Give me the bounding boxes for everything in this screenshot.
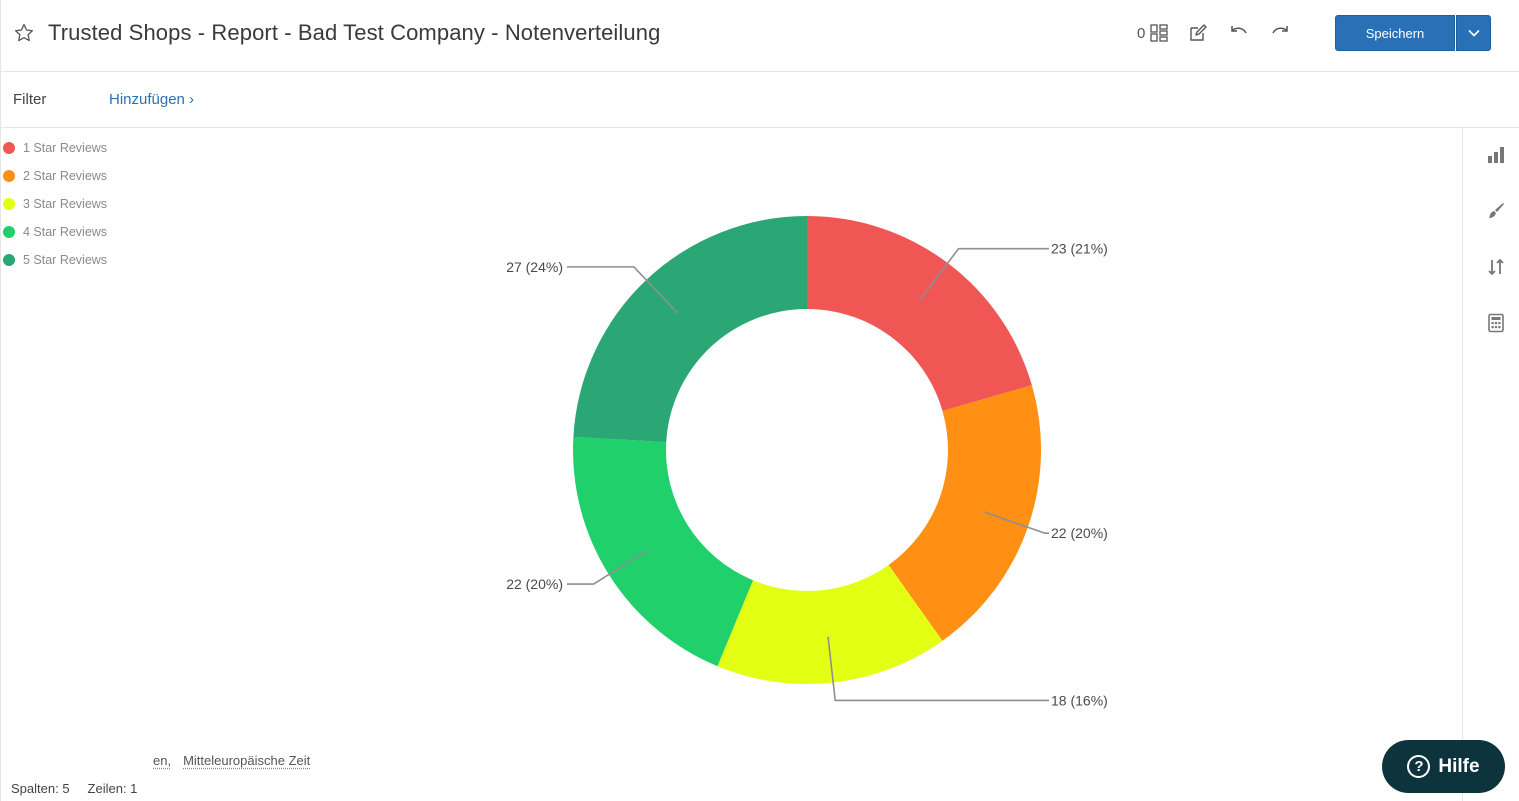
data-label-1-star: 23 (21%) — [1051, 241, 1108, 257]
donut-slice-2-star[interactable] — [888, 385, 1041, 641]
legend-item-1-star[interactable]: 1 Star Reviews — [3, 134, 107, 162]
paintbrush-icon — [1489, 203, 1504, 218]
save-button[interactable]: Speichern — [1335, 15, 1455, 51]
data-label-4-star: 22 (20%) — [506, 576, 563, 592]
help-question-icon: ? — [1407, 755, 1431, 778]
sort-button[interactable] — [1483, 254, 1509, 280]
donut-slice-3-star[interactable] — [717, 564, 943, 684]
legend-item-3-star[interactable]: 3 Star Reviews — [3, 190, 107, 218]
legend-label-1-star: 1 Star Reviews — [23, 141, 108, 155]
help-button[interactable]: ? Hilfe — [1382, 740, 1505, 793]
legend-label-5-star: 5 Star Reviews — [23, 253, 108, 267]
star-favorite-icon[interactable] — [13, 22, 35, 44]
timezone-info: en, Mitteleuropäische Zeit — [153, 753, 310, 768]
report-title: Trusted Shops - Report - Bad Test Compan… — [48, 20, 661, 45]
donut-slice-4-star[interactable] — [572, 436, 754, 667]
legend-dot-3-star — [3, 198, 15, 210]
locale-truncated-link[interactable]: en, — [153, 753, 172, 768]
chart-type-button[interactable] — [1483, 142, 1509, 168]
right-toolbar — [1462, 128, 1519, 801]
legend-item-5-star[interactable]: 5 Star Reviews — [3, 246, 107, 274]
leader-line-1-star — [919, 247, 1049, 301]
add-filter-link[interactable]: Hinzufügen › — [109, 91, 195, 108]
calculator-icon — [1488, 313, 1504, 333]
calculator-button[interactable] — [1483, 310, 1509, 336]
filter-bar: Filter Hinzufügen › — [1, 72, 1519, 128]
legend-label-4-star: 4 Star Reviews — [23, 225, 108, 239]
chart-legend: 1 Star Reviews 2 Star Reviews 3 Star Rev… — [3, 134, 107, 274]
timezone-link[interactable]: Mitteleuropäische Zeit — [183, 753, 311, 768]
legend-dot-4-star — [3, 226, 15, 238]
leader-line-4-star — [567, 549, 649, 585]
legend-dot-2-star — [3, 170, 15, 182]
chevron-down-icon — [1467, 29, 1480, 37]
leader-line-5-star — [567, 266, 679, 314]
save-options-dropdown[interactable] — [1456, 15, 1491, 51]
legend-dot-5-star — [3, 254, 15, 266]
leader-line-3-star — [827, 636, 1049, 702]
donut-slice-1-star[interactable] — [807, 216, 1032, 411]
redo-icon — [1272, 26, 1288, 34]
help-label: Hilfe — [1438, 755, 1480, 777]
edit-button[interactable] — [1185, 20, 1211, 46]
bar-chart-icon — [1488, 147, 1504, 163]
legend-dot-1-star — [3, 142, 15, 154]
edit-pencil-icon — [1190, 24, 1207, 41]
format-button[interactable] — [1483, 198, 1509, 224]
legend-label-3-star: 3 Star Reviews — [23, 197, 108, 211]
table-stats: Spalten: 5 Zeilen: 1 — [11, 781, 155, 796]
column-count: Spalten: 5 — [11, 781, 70, 796]
widget-count: 0 — [1137, 25, 1146, 42]
layout-grid-button[interactable] — [1146, 20, 1172, 46]
data-label-3-star: 18 (16%) — [1051, 692, 1108, 708]
legend-item-2-star[interactable]: 2 Star Reviews — [3, 162, 107, 190]
donut-slice-5-star[interactable] — [573, 216, 807, 443]
legend-label-2-star: 2 Star Reviews — [23, 169, 108, 183]
undo-icon — [1231, 26, 1247, 34]
donut-chart: 23 (21%) 22 (20%) 18 (16%) 22 (20%) 27 (24%) — [1, 128, 1462, 748]
donut-chart-svg: 23 (21%) 22 (20%) 18 (16%) 22 (20%) 27 (24%) — [506, 216, 1108, 708]
undo-button[interactable] — [1226, 20, 1252, 46]
row-count: Zeilen: 1 — [87, 781, 138, 796]
legend-item-4-star[interactable]: 4 Star Reviews — [3, 218, 107, 246]
filter-label: Filter — [13, 91, 47, 108]
sort-arrows-icon — [1488, 258, 1504, 276]
data-label-2-star: 22 (20%) — [1051, 525, 1108, 541]
layout-grid-icon — [1150, 24, 1168, 42]
data-label-5-star: 27 (24%) — [506, 259, 563, 275]
leader-line-2-star — [984, 511, 1049, 535]
redo-button[interactable] — [1267, 20, 1293, 46]
header-bar: Trusted Shops - Report - Bad Test Compan… — [1, 0, 1519, 72]
